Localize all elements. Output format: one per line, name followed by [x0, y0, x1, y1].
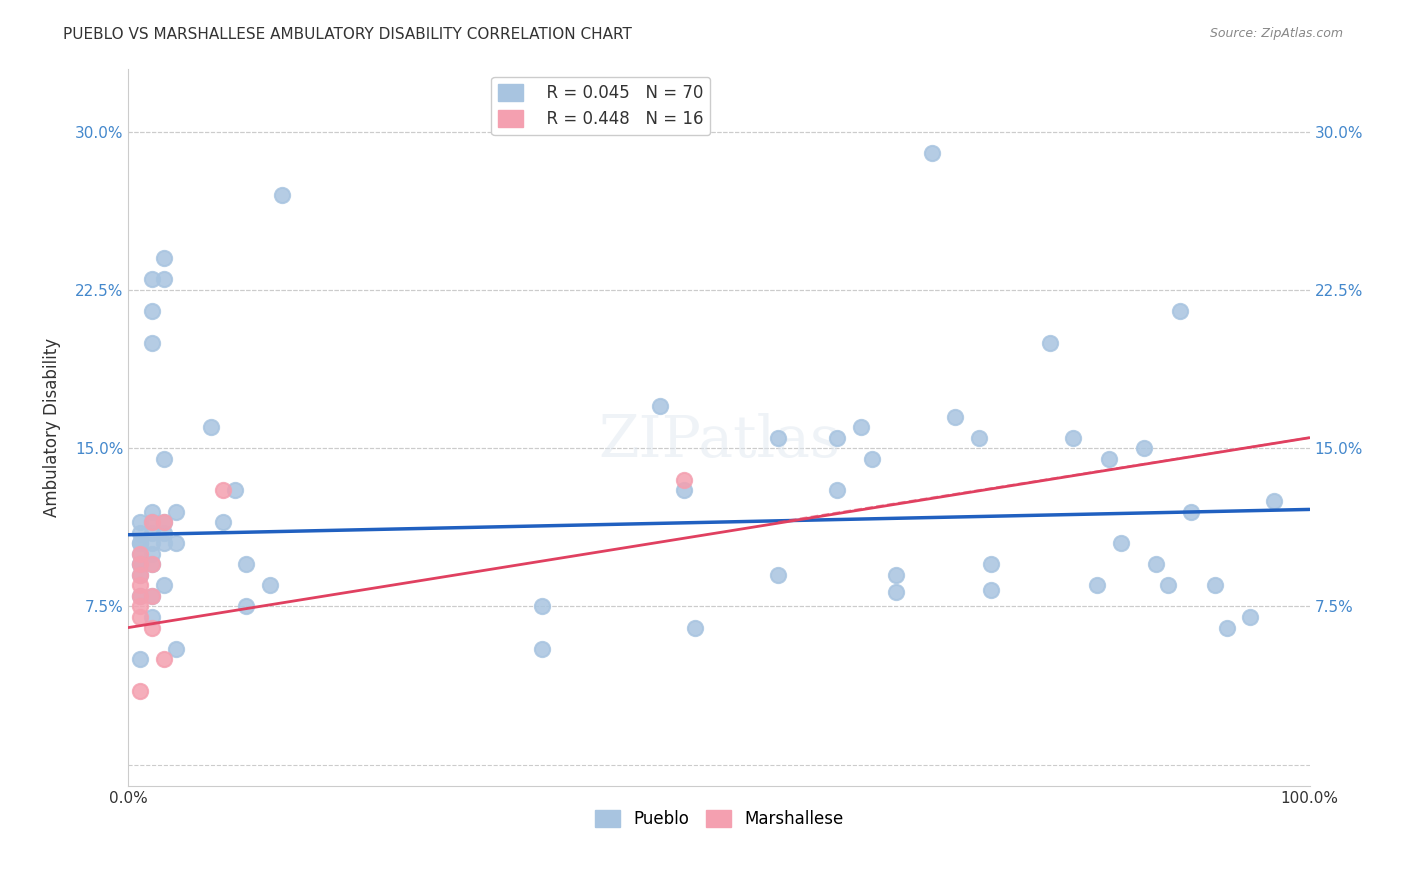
Point — [153, 536, 176, 550]
Point — [129, 567, 152, 582]
Point — [141, 610, 163, 624]
Point — [1062, 431, 1084, 445]
Point — [648, 399, 671, 413]
Point — [141, 515, 163, 529]
Point — [153, 451, 176, 466]
Point — [825, 483, 848, 498]
Point — [141, 515, 163, 529]
Point — [1216, 621, 1239, 635]
Point — [141, 335, 163, 350]
Point — [200, 420, 222, 434]
Text: PUEBLO VS MARSHALLESE AMBULATORY DISABILITY CORRELATION CHART: PUEBLO VS MARSHALLESE AMBULATORY DISABIL… — [63, 27, 633, 42]
Point — [1133, 442, 1156, 456]
Point — [129, 547, 152, 561]
Point — [1098, 451, 1121, 466]
Point — [141, 304, 163, 318]
Point — [1144, 558, 1167, 572]
Point — [884, 584, 907, 599]
Point — [165, 536, 187, 550]
Point — [980, 558, 1002, 572]
Point — [1263, 494, 1285, 508]
Point — [849, 420, 872, 434]
Point — [141, 504, 163, 518]
Point — [943, 409, 966, 424]
Point — [129, 578, 152, 592]
Point — [141, 558, 163, 572]
Point — [271, 188, 294, 202]
Point — [129, 610, 152, 624]
Point — [672, 473, 695, 487]
Text: Source: ZipAtlas.com: Source: ZipAtlas.com — [1209, 27, 1343, 40]
Point — [129, 558, 152, 572]
Point — [921, 145, 943, 160]
Point — [672, 483, 695, 498]
Point — [530, 599, 553, 614]
Point — [141, 589, 163, 603]
Point — [967, 431, 990, 445]
Point — [1168, 304, 1191, 318]
Point — [165, 504, 187, 518]
Point — [153, 525, 176, 540]
Point — [141, 558, 163, 572]
Point — [129, 536, 152, 550]
Point — [129, 652, 152, 666]
Point — [165, 641, 187, 656]
Point — [685, 621, 707, 635]
Point — [884, 567, 907, 582]
Point — [141, 589, 163, 603]
Point — [129, 515, 152, 529]
Point — [1085, 578, 1108, 592]
Point — [1204, 578, 1226, 592]
Point — [766, 431, 789, 445]
Point — [224, 483, 246, 498]
Point — [141, 621, 163, 635]
Y-axis label: Ambulatory Disability: Ambulatory Disability — [44, 337, 60, 516]
Point — [235, 558, 257, 572]
Point — [259, 578, 281, 592]
Point — [141, 536, 163, 550]
Point — [862, 451, 884, 466]
Point — [212, 483, 235, 498]
Point — [1109, 536, 1132, 550]
Point — [129, 558, 152, 572]
Point — [129, 599, 152, 614]
Point — [129, 589, 152, 603]
Point — [530, 641, 553, 656]
Point — [825, 431, 848, 445]
Point — [141, 525, 163, 540]
Point — [1157, 578, 1180, 592]
Text: ZIPatlas: ZIPatlas — [598, 414, 839, 469]
Point — [1039, 335, 1062, 350]
Point — [129, 547, 152, 561]
Point — [141, 272, 163, 286]
Point — [766, 567, 789, 582]
Point — [129, 558, 152, 572]
Point — [141, 547, 163, 561]
Point — [129, 536, 152, 550]
Point — [153, 515, 176, 529]
Point — [235, 599, 257, 614]
Point — [129, 525, 152, 540]
Point — [1239, 610, 1261, 624]
Point — [153, 272, 176, 286]
Point — [153, 578, 176, 592]
Legend: Pueblo, Marshallese: Pueblo, Marshallese — [588, 804, 849, 835]
Point — [212, 515, 235, 529]
Point — [153, 652, 176, 666]
Point — [153, 515, 176, 529]
Point — [1180, 504, 1202, 518]
Point — [129, 589, 152, 603]
Point — [153, 252, 176, 266]
Point — [129, 567, 152, 582]
Point — [980, 582, 1002, 597]
Point — [129, 683, 152, 698]
